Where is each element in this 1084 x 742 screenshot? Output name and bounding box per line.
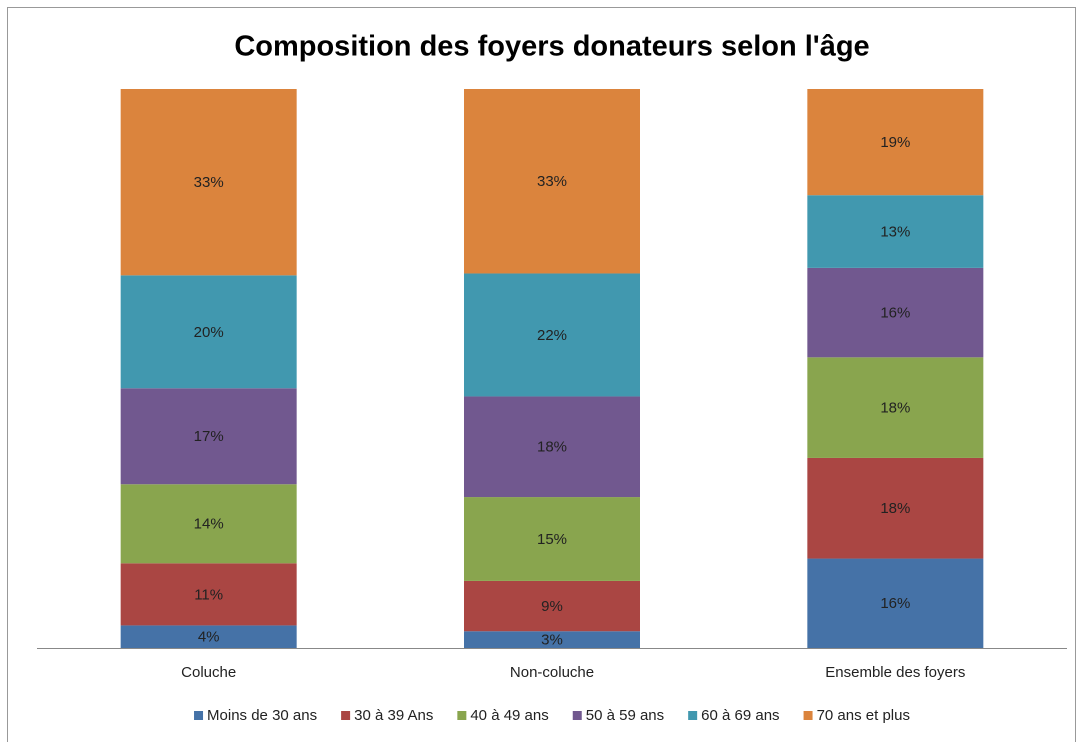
chart-title: Composition des foyers donateurs selon l… bbox=[234, 31, 869, 63]
data-label: 9% bbox=[541, 598, 563, 615]
data-label: 3% bbox=[541, 632, 563, 649]
legend-label: 70 ans et plus bbox=[817, 707, 910, 724]
data-label: 20% bbox=[194, 324, 224, 341]
data-label: 11% bbox=[194, 586, 223, 603]
bar-segment bbox=[464, 631, 640, 648]
legend-swatch bbox=[688, 711, 698, 720]
bar-segment bbox=[464, 396, 640, 498]
x-tick-label: Ensemble des foyers bbox=[825, 664, 965, 681]
data-label: 15% bbox=[537, 531, 567, 548]
data-label: 33% bbox=[537, 173, 567, 190]
data-label: 22% bbox=[537, 327, 567, 344]
bar-segment bbox=[464, 273, 640, 397]
data-label: 16% bbox=[880, 595, 910, 612]
x-tick-label: Coluche bbox=[181, 664, 236, 681]
legend-swatch bbox=[457, 711, 467, 720]
bar-segment bbox=[807, 558, 984, 648]
legend-swatch bbox=[194, 711, 204, 720]
data-label: 18% bbox=[880, 400, 910, 417]
bar-segment bbox=[807, 195, 984, 268]
bar-segment bbox=[120, 484, 297, 564]
data-label: 16% bbox=[880, 305, 910, 322]
bar-segment bbox=[120, 89, 297, 276]
legend-swatch bbox=[803, 711, 813, 720]
bar-segment bbox=[464, 497, 640, 581]
data-label: 18% bbox=[537, 439, 567, 456]
data-label: 18% bbox=[880, 500, 910, 517]
bar-segment bbox=[120, 563, 297, 626]
bar-segment bbox=[807, 457, 984, 559]
legend-label: Moins de 30 ans bbox=[207, 707, 317, 724]
legend-label: 50 à 59 ans bbox=[586, 707, 664, 724]
legend-swatch bbox=[572, 711, 582, 720]
data-label: 4% bbox=[198, 629, 220, 646]
data-label: 14% bbox=[194, 516, 224, 533]
bar-segment bbox=[120, 388, 297, 485]
legend-label: 60 à 69 ans bbox=[701, 707, 779, 724]
legend-label: 30 à 39 Ans bbox=[354, 707, 433, 724]
bar-segment bbox=[120, 625, 297, 648]
bar-segment bbox=[120, 275, 297, 389]
bar-segment bbox=[807, 357, 984, 458]
bar-segment bbox=[807, 267, 984, 358]
data-label: 19% bbox=[880, 134, 910, 151]
data-label: 13% bbox=[880, 224, 910, 241]
bar-segment bbox=[464, 580, 640, 632]
data-label: 33% bbox=[194, 174, 224, 191]
legend-label: 40 à 49 ans bbox=[470, 707, 548, 724]
legend-swatch bbox=[341, 711, 351, 720]
data-label: 17% bbox=[194, 428, 224, 445]
bar-segment bbox=[807, 89, 984, 196]
bar-segment bbox=[464, 89, 640, 274]
x-tick-label: Non-coluche bbox=[510, 664, 594, 681]
